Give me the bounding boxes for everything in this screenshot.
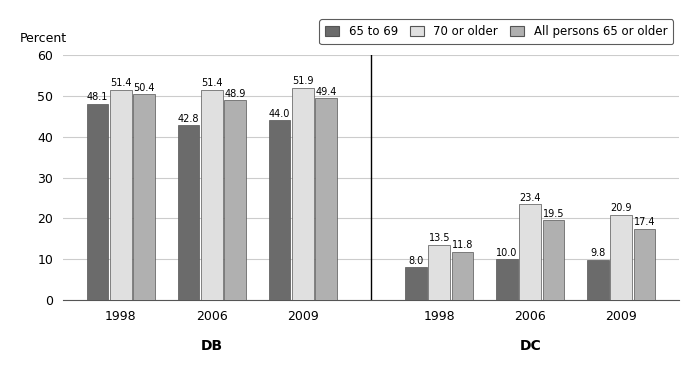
Bar [428, 245, 450, 300]
Text: 51.9: 51.9 [292, 76, 314, 86]
Text: 48.1: 48.1 [87, 92, 108, 102]
Text: 42.8: 42.8 [178, 113, 200, 124]
Bar [133, 94, 155, 300]
Bar [110, 90, 132, 300]
Text: 51.4: 51.4 [110, 78, 132, 89]
Text: 44.0: 44.0 [269, 109, 290, 119]
Bar [542, 220, 564, 300]
Text: Percent: Percent [20, 32, 67, 45]
Text: 50.4: 50.4 [133, 82, 155, 93]
Text: 20.9: 20.9 [610, 203, 632, 213]
Text: 11.8: 11.8 [452, 240, 473, 250]
Text: 23.4: 23.4 [519, 193, 541, 203]
Bar [496, 259, 518, 300]
Text: DC: DC [519, 339, 541, 353]
Text: 9.8: 9.8 [590, 249, 606, 258]
Bar [224, 100, 246, 300]
Bar [519, 205, 541, 300]
Bar [587, 260, 609, 300]
Text: 10.0: 10.0 [496, 248, 518, 258]
Bar [405, 268, 427, 300]
Text: 8.0: 8.0 [408, 256, 424, 266]
Bar [292, 88, 314, 300]
Bar [87, 104, 108, 300]
Text: 17.4: 17.4 [634, 217, 655, 227]
Text: 49.4: 49.4 [315, 87, 337, 97]
Text: 13.5: 13.5 [428, 233, 450, 243]
Bar [269, 120, 290, 300]
Text: 51.4: 51.4 [201, 78, 223, 89]
Text: 19.5: 19.5 [542, 209, 564, 219]
Legend: 65 to 69, 70 or older, All persons 65 or older: 65 to 69, 70 or older, All persons 65 or… [319, 19, 673, 44]
Bar [634, 229, 655, 300]
Bar [201, 90, 223, 300]
Text: 48.9: 48.9 [224, 89, 246, 98]
Bar [178, 125, 200, 300]
Text: DB: DB [201, 339, 223, 353]
Bar [452, 252, 473, 300]
Bar [315, 98, 337, 300]
Bar [610, 215, 632, 300]
